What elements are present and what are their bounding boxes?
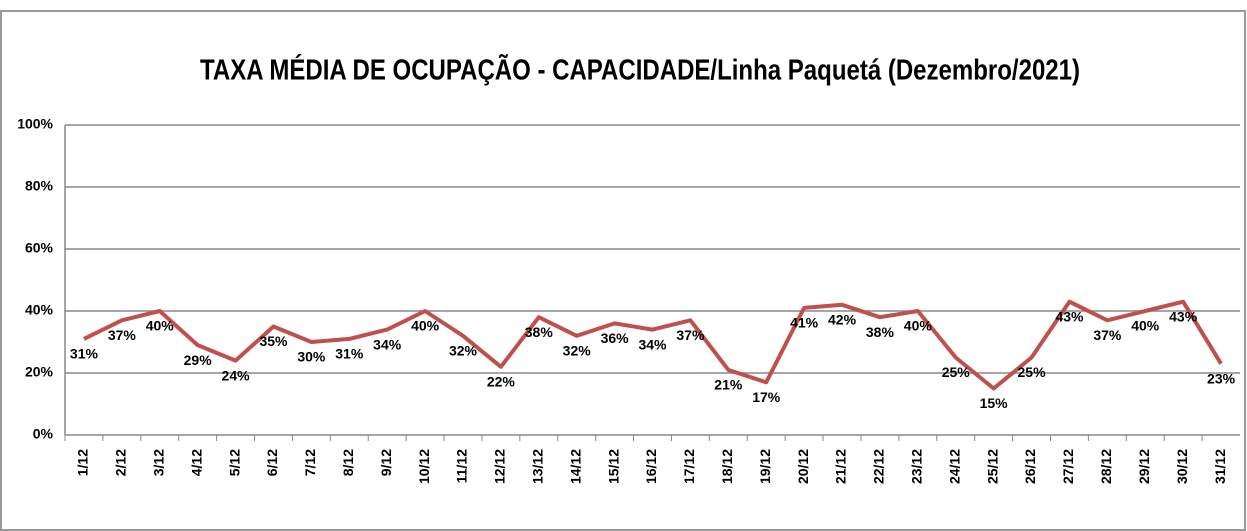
- data-label: 42%: [828, 312, 857, 328]
- data-label: 29%: [184, 352, 213, 368]
- data-label: 24%: [222, 367, 251, 383]
- x-tick-label: 2/12: [113, 449, 129, 476]
- x-tick-label: 13/12: [529, 449, 545, 484]
- x-tick-label: 1/12: [75, 449, 91, 476]
- data-label: 32%: [449, 343, 478, 359]
- x-tick-label: 9/12: [378, 449, 394, 476]
- x-tick-label: 10/12: [416, 449, 432, 484]
- x-tick-label: 29/12: [1136, 449, 1152, 484]
- x-tick-label: 3/12: [150, 449, 166, 476]
- x-tick-label: 21/12: [833, 449, 849, 484]
- x-tick-label: 11/12: [454, 449, 470, 483]
- x-tick-label: 22/12: [871, 449, 887, 484]
- x-tick-label: 15/12: [605, 449, 621, 484]
- data-label: 30%: [297, 349, 326, 365]
- data-label: 21%: [714, 377, 743, 393]
- data-label: 25%: [1018, 364, 1047, 380]
- x-tick-label: 25/12: [984, 449, 1000, 484]
- x-tick-label: 20/12: [795, 449, 811, 484]
- y-tick-label: 20%: [25, 364, 54, 380]
- data-label: 22%: [487, 374, 516, 390]
- x-tick-label: 6/12: [264, 449, 280, 476]
- x-tick-label: 26/12: [1022, 449, 1038, 484]
- x-tick-label: 19/12: [757, 449, 773, 484]
- x-tick-label: 14/12: [567, 449, 583, 484]
- data-label: 15%: [980, 395, 1009, 411]
- x-tick-label: 23/12: [909, 449, 925, 484]
- x-tick-label: 16/12: [643, 449, 659, 484]
- y-tick-label: 0%: [33, 426, 54, 442]
- x-tick-label: 18/12: [719, 449, 735, 484]
- data-label: 23%: [1207, 370, 1236, 386]
- x-tick-label: 24/12: [946, 449, 962, 484]
- y-tick-label: 80%: [25, 178, 54, 194]
- x-tick-label: 7/12: [302, 449, 318, 476]
- x-tick-label: 4/12: [188, 449, 204, 476]
- x-tick-label: 12/12: [492, 449, 508, 484]
- x-tick-label: 28/12: [1098, 449, 1114, 484]
- data-label: 38%: [525, 324, 554, 340]
- data-label: 31%: [70, 346, 99, 362]
- data-label: 25%: [942, 364, 971, 380]
- data-label: 40%: [411, 318, 440, 334]
- data-label: 40%: [146, 318, 175, 334]
- data-label: 40%: [904, 318, 933, 334]
- data-label: 31%: [335, 346, 364, 362]
- data-label: 35%: [259, 333, 288, 349]
- data-label: 37%: [108, 327, 137, 343]
- x-tick-label: 30/12: [1174, 449, 1190, 484]
- data-label: 17%: [752, 389, 781, 405]
- data-label: 36%: [601, 330, 630, 346]
- chart-border: [0, 10, 1246, 531]
- x-tick-label: 17/12: [681, 449, 697, 484]
- data-label: 34%: [373, 336, 402, 352]
- data-label: 43%: [1169, 308, 1198, 324]
- data-label: 34%: [638, 336, 667, 352]
- y-tick-label: 100%: [17, 116, 53, 132]
- x-tick-label: 5/12: [226, 449, 242, 476]
- line-series: [83, 299, 1223, 391]
- y-tick-label: 40%: [25, 302, 54, 318]
- data-label: 32%: [563, 343, 592, 359]
- data-label: 43%: [1055, 308, 1084, 324]
- data-label: 40%: [1131, 318, 1160, 334]
- data-label: 38%: [866, 324, 895, 340]
- data-label: 37%: [676, 327, 705, 343]
- y-tick-label: 60%: [25, 240, 54, 256]
- x-tick-label: 8/12: [340, 449, 356, 476]
- x-tick-label: 31/12: [1212, 449, 1228, 484]
- chart-title: TAXA MÉDIA DE OCUPAÇÃO - CAPACIDADE/Linh…: [200, 53, 1080, 87]
- data-label: 37%: [1093, 327, 1122, 343]
- data-label: 41%: [790, 315, 819, 331]
- x-tick-label: 27/12: [1060, 449, 1076, 484]
